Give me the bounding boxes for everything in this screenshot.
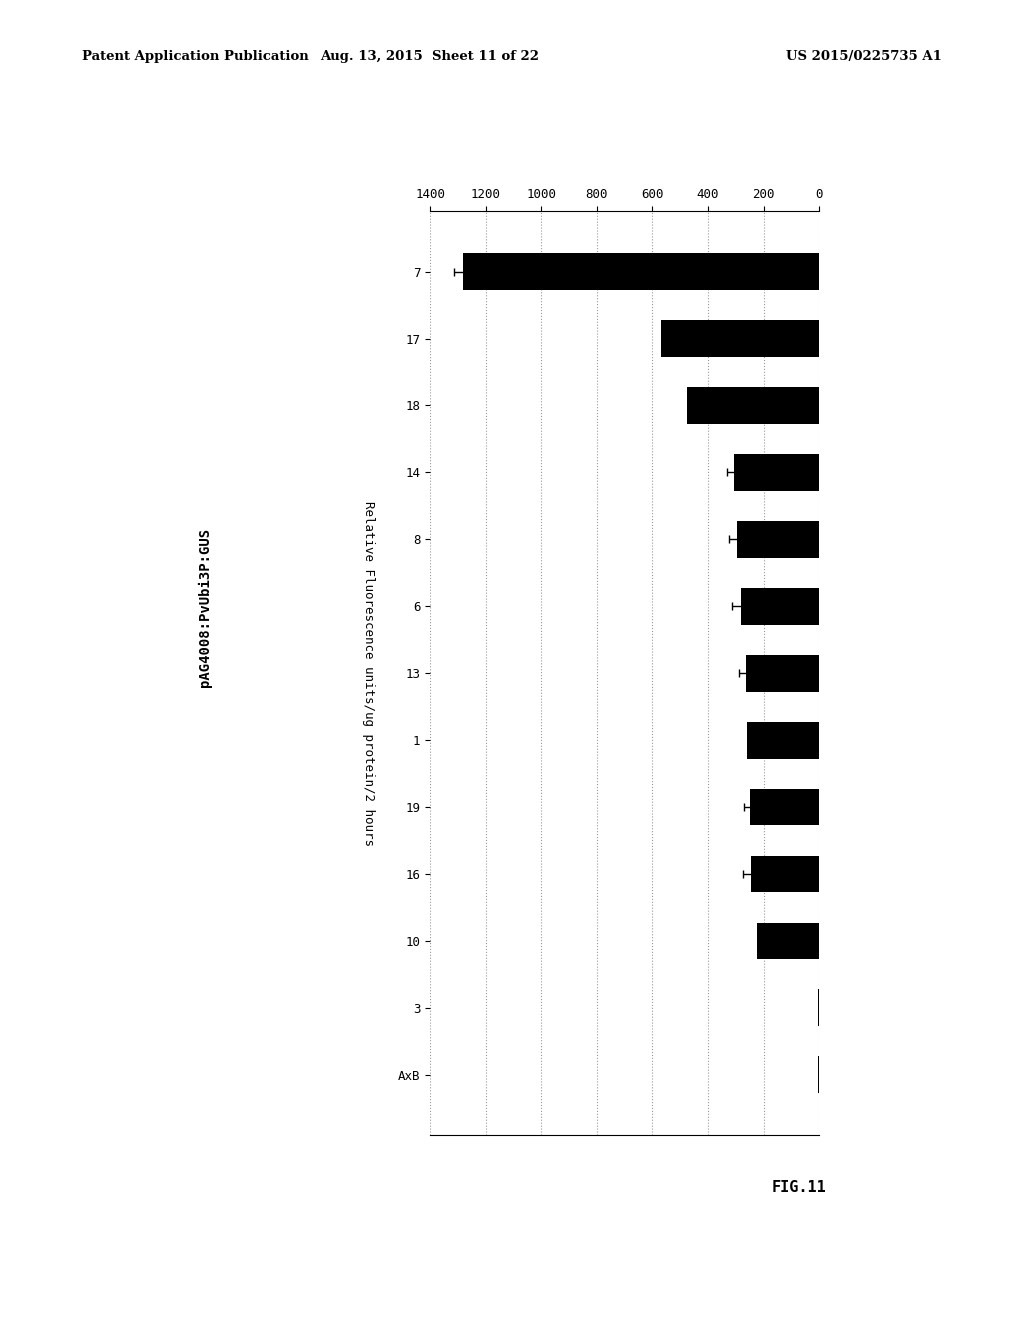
- Text: Aug. 13, 2015  Sheet 11 of 22: Aug. 13, 2015 Sheet 11 of 22: [321, 50, 540, 63]
- Bar: [464, 253, 819, 290]
- Bar: [741, 587, 819, 624]
- Bar: [746, 722, 819, 759]
- Text: Relative Fluorescence units/ug protein/2 hours: Relative Fluorescence units/ug protein/2…: [362, 500, 375, 846]
- Bar: [752, 855, 819, 892]
- Text: US 2015/0225735 A1: US 2015/0225735 A1: [786, 50, 942, 63]
- Bar: [818, 990, 819, 1026]
- Bar: [660, 321, 819, 356]
- Bar: [750, 788, 819, 825]
- Bar: [757, 923, 819, 960]
- Bar: [687, 387, 819, 424]
- Text: pAG4008:PvUbi3P:GUS: pAG4008:PvUbi3P:GUS: [198, 528, 212, 686]
- Bar: [745, 655, 819, 692]
- Text: FIG.11: FIG.11: [771, 1180, 826, 1196]
- Text: Patent Application Publication: Patent Application Publication: [82, 50, 308, 63]
- Bar: [737, 521, 819, 558]
- Bar: [734, 454, 819, 491]
